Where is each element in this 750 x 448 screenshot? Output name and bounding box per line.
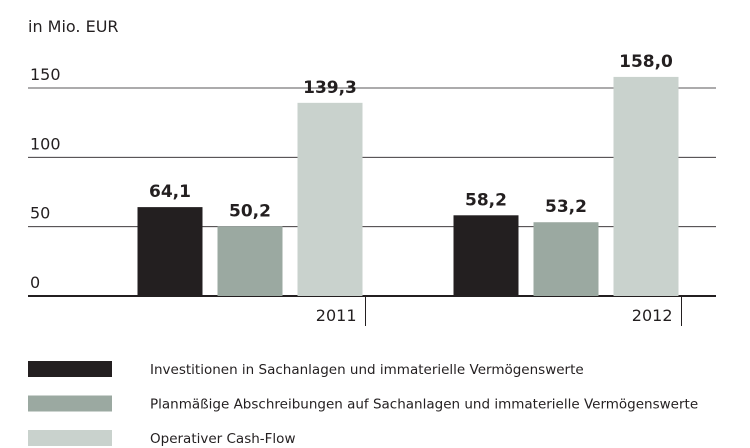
value-label: 58,2 xyxy=(465,190,507,210)
x-tick-label: 2012 xyxy=(632,306,673,325)
bar xyxy=(613,76,679,296)
y-tick-label: 50 xyxy=(30,204,50,223)
bar xyxy=(297,102,363,296)
value-label: 50,2 xyxy=(229,201,271,221)
bar xyxy=(533,222,599,296)
unit-label: in Mio. EUR xyxy=(28,17,119,36)
legend-label: Planmäßige Abschreibungen auf Sachanlage… xyxy=(150,397,698,413)
legend-swatch xyxy=(28,395,112,412)
value-label: 53,2 xyxy=(545,197,587,217)
value-label: 64,1 xyxy=(149,182,191,202)
bar xyxy=(217,226,283,296)
value-label: 158,0 xyxy=(619,52,673,72)
legend-label: Investitionen in Sachanlagen und immater… xyxy=(150,362,584,378)
y-tick-label: 100 xyxy=(30,134,61,153)
legend-swatch xyxy=(28,430,112,446)
value-label: 139,3 xyxy=(303,78,357,98)
legend-swatch xyxy=(28,361,112,377)
bar xyxy=(453,215,519,296)
y-tick-label: 150 xyxy=(30,65,61,84)
bar xyxy=(137,207,203,296)
legend-label: Operativer Cash-Flow xyxy=(150,431,295,447)
x-tick-label: 2011 xyxy=(316,306,357,325)
y-tick-label: 0 xyxy=(30,273,40,292)
